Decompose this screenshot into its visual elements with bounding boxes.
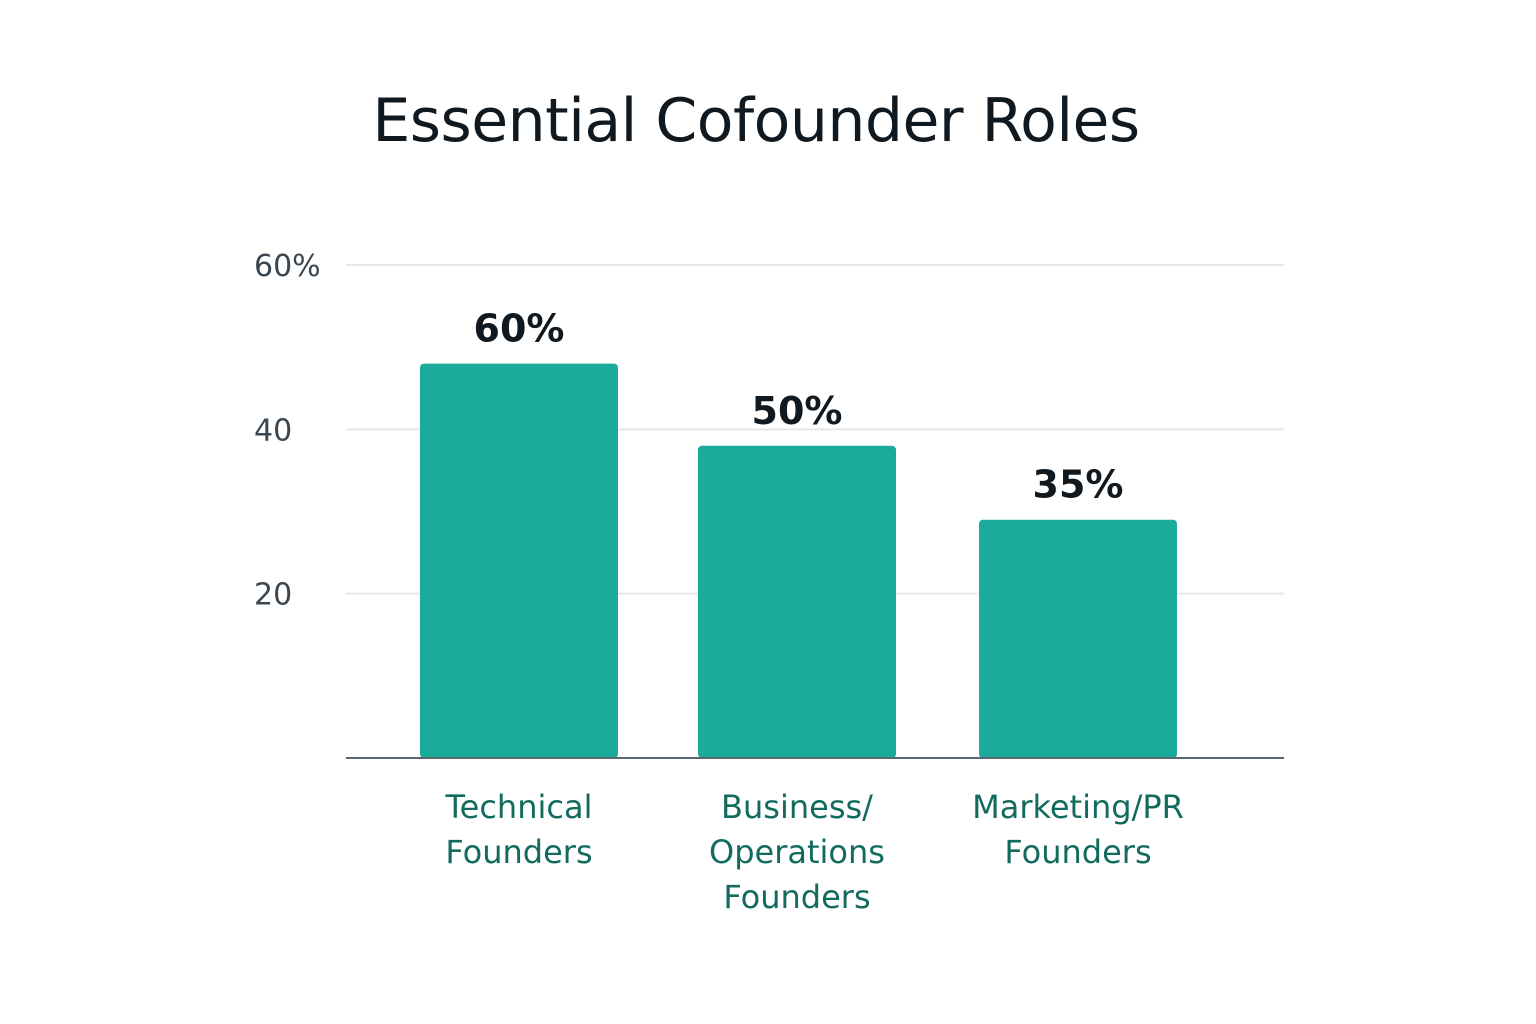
bar-value-label: 35% bbox=[1033, 463, 1124, 507]
bar-value-label: 60% bbox=[474, 307, 565, 351]
category-label: Business/Operations Founders bbox=[709, 788, 885, 916]
y-axis-ticks: 20 40 60% bbox=[254, 249, 321, 613]
bar-value-label: 50% bbox=[752, 389, 843, 433]
value-labels: 60% 50% 35% bbox=[474, 307, 1124, 507]
chart-title: Essential Cofounder Roles bbox=[372, 86, 1140, 156]
y-tick-label: 20 bbox=[254, 578, 292, 613]
category-label: Marketing/PR Founders bbox=[972, 788, 1184, 871]
bar bbox=[420, 363, 618, 758]
y-tick-label: 40 bbox=[254, 413, 292, 448]
bar bbox=[698, 445, 896, 758]
bars bbox=[420, 363, 1177, 758]
category-label: Technical Founders bbox=[445, 788, 593, 871]
bar bbox=[979, 519, 1177, 758]
category-labels: Technical Founders Business/Operations Foun… bbox=[445, 788, 1184, 916]
y-tick-label: 60% bbox=[254, 249, 321, 284]
